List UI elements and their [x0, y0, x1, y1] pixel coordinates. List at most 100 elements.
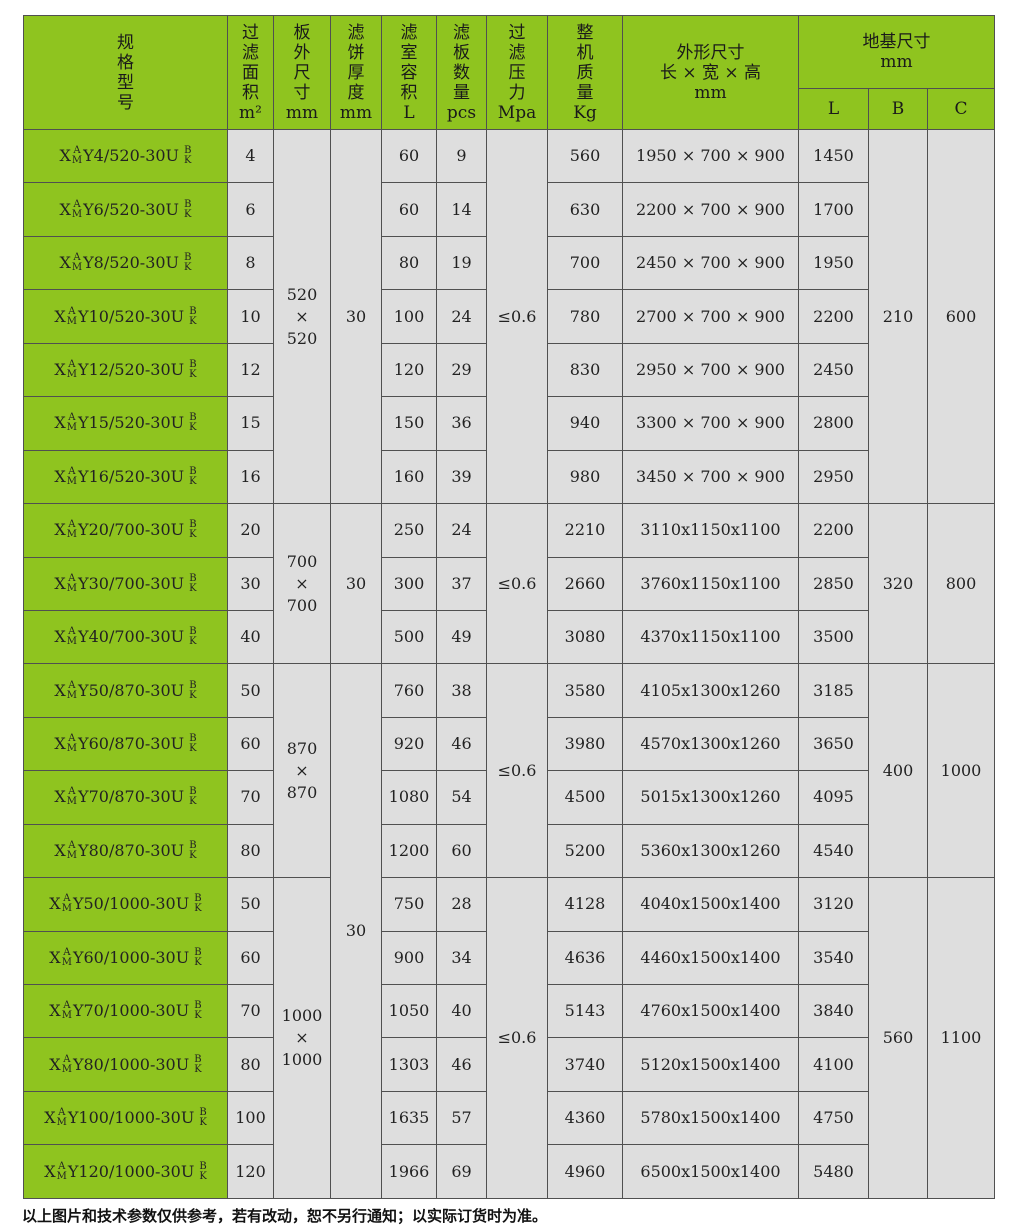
model-name: X A M Y70/1000-30U B K: [49, 1000, 201, 1022]
foundation-l-cell: 2200: [798, 503, 869, 558]
cake-thickness-cell: 30: [330, 503, 382, 665]
model-body: Y40/700-30U: [78, 627, 185, 647]
foundation-b-cell: 560: [868, 877, 928, 1199]
area-cell: 80: [227, 823, 274, 879]
header-model: 规 格 型 号: [23, 15, 228, 130]
table-row: X A M Y80/870-30U B K 80 1200 60 5200 5360x1300x12…: [23, 823, 995, 879]
foundation-l-cell: 4095: [798, 770, 869, 825]
area-cell: 50: [227, 877, 274, 932]
model-sup: A: [68, 679, 76, 691]
model-suffix-top: B: [199, 1107, 207, 1119]
plate-count-cell: 38: [436, 663, 487, 718]
model-suffix-top: B: [194, 893, 202, 905]
chamber-volume-cell: 900: [381, 930, 437, 986]
model-sup: A: [73, 198, 81, 210]
plate-count-cell: 69: [436, 1144, 487, 1199]
model-suffix-top: B: [189, 572, 197, 584]
model-cell: X A M Y50/1000-30U B K: [23, 877, 228, 932]
model-sup: A: [63, 893, 71, 905]
dimensions-cell: 5015x1300x1260: [622, 770, 799, 825]
foundation-b-cell: 320: [868, 503, 928, 665]
area-cell: 60: [227, 716, 274, 772]
weight-cell: 560: [547, 128, 623, 184]
model-cell: X A M Y60/1000-30U B K: [23, 930, 228, 986]
weight-cell: 4960: [547, 1144, 623, 1199]
model-sub: M: [71, 155, 83, 167]
model-suffix-bottom: K: [189, 315, 197, 327]
model-suffix-bottom: K: [189, 529, 197, 541]
model-prefix: X: [54, 627, 66, 647]
foundation-l-cell: 4540: [798, 823, 869, 879]
model-sup: A: [63, 946, 71, 958]
model-sub: M: [66, 743, 78, 755]
area-cell: 120: [227, 1144, 274, 1199]
table-row: X A M Y12/520-30U B K 12 120 29 830 2950 × 700 × 9…: [23, 342, 995, 398]
dimensions-cell: 3450 × 700 × 900: [622, 449, 799, 505]
header-foundation: 地基尺寸 mm: [798, 15, 995, 89]
foundation-c-cell: 600: [927, 128, 995, 505]
model-body: Y6/520-30U: [83, 199, 180, 219]
model-suffix-bottom: K: [184, 208, 192, 220]
model-suffix-top: B: [189, 412, 197, 424]
model-suffix-top: B: [189, 519, 197, 531]
board-size-cell: 870 × 870: [273, 663, 331, 879]
model-sup: A: [68, 519, 76, 531]
model-prefix: X: [54, 787, 66, 807]
model-prefix: X: [44, 1108, 56, 1128]
plate-count-cell: 24: [436, 289, 487, 344]
model-suffix-bottom: K: [189, 796, 197, 808]
model-cell: X A M Y20/700-30U B K: [23, 503, 228, 558]
model-sup: A: [68, 358, 76, 370]
area-cell: 40: [227, 609, 274, 665]
dimensions-cell: 5120x1500x1400: [622, 1037, 799, 1092]
model-suffix-bottom: K: [189, 422, 197, 434]
plate-count-cell: 14: [436, 182, 487, 237]
model-name: X A M Y15/520-30U B K: [54, 412, 196, 434]
foundation-l-cell: 3500: [798, 609, 869, 665]
model-suffix-top: B: [189, 305, 197, 317]
model-body: Y8/520-30U: [83, 253, 180, 273]
model-sup: A: [68, 786, 76, 798]
model-sup: A: [68, 572, 76, 584]
model-prefix: X: [54, 466, 66, 486]
table-row: X A M Y120/1000-30U B K 120 1966 69 4960 6500x1500…: [23, 1144, 995, 1199]
foundation-l-cell: 2850: [798, 556, 869, 611]
model-cell: X A M Y80/870-30U B K: [23, 823, 228, 879]
model-suffix-top: B: [194, 1053, 202, 1065]
area-cell: 70: [227, 770, 274, 825]
model-sup: A: [58, 1160, 66, 1172]
chamber-volume-cell: 150: [381, 396, 437, 451]
chamber-volume-cell: 250: [381, 503, 437, 558]
header-weight: 整 机 质 量 Kg: [547, 15, 623, 130]
foundation-b-cell: 210: [868, 128, 928, 505]
dimensions-cell: 2200 × 700 × 900: [622, 182, 799, 237]
plate-count-cell: 24: [436, 503, 487, 558]
plate-count-cell: 57: [436, 1090, 487, 1146]
model-sup: A: [73, 145, 81, 157]
model-sup: A: [73, 252, 81, 264]
weight-cell: 780: [547, 289, 623, 344]
foundation-l-cell: 3120: [798, 877, 869, 932]
model-name: X A M Y10/520-30U B K: [54, 306, 196, 328]
board-size-cell: 700 × 700: [273, 503, 331, 665]
model-body: Y120/1000-30U: [67, 1161, 195, 1181]
model-body: Y80/1000-30U: [72, 1054, 190, 1074]
model-body: Y30/700-30U: [78, 573, 185, 593]
plate-count-cell: 34: [436, 930, 487, 986]
model-cell: X A M Y12/520-30U B K: [23, 342, 228, 398]
model-cell: X A M Y70/870-30U B K: [23, 770, 228, 825]
area-cell: 8: [227, 235, 274, 291]
model-body: Y70/870-30U: [78, 787, 185, 807]
chamber-volume-cell: 1050: [381, 983, 437, 1039]
model-suffix-bottom: K: [184, 155, 192, 167]
